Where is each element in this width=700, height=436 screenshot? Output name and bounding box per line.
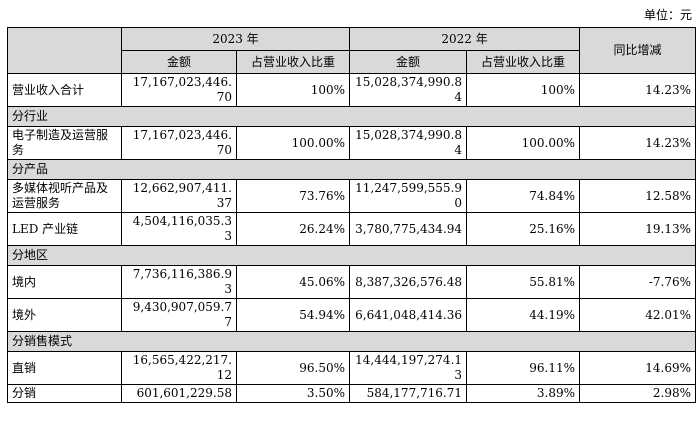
yoy-change: 12.58% bbox=[579, 179, 697, 213]
yoy-change: -7.76% bbox=[579, 265, 697, 299]
ratio-2023: 26.24% bbox=[235, 212, 351, 246]
header-amount-2022: 金额 bbox=[349, 50, 468, 74]
table-row: 分销 601,601,229.58 3.50% 584,177,716.71 3.89%… bbox=[7, 384, 697, 403]
header-ratio-2023: 占营业收入比重 bbox=[235, 50, 351, 74]
yoy-change: 42.01% bbox=[579, 298, 697, 332]
table-row: 境内 7,736,116,386.93 45.06% 8,387,326,576.48… bbox=[7, 265, 697, 299]
row-label: 境内 bbox=[7, 265, 122, 299]
table-row: LED 产业链 4,504,116,035.33 26.24% 3,780,775,4… bbox=[7, 212, 697, 246]
header-row-years: 2023 年 2022 年 同比增减 bbox=[7, 27, 697, 74]
section-row: 分地区 bbox=[6, 245, 697, 266]
header-2022: 2022 年 bbox=[349, 27, 581, 51]
yoy-change: 19.13% bbox=[579, 212, 697, 246]
row-label: 境外 bbox=[7, 298, 122, 332]
ratio-2023: 54.94% bbox=[235, 298, 351, 332]
amount-2023: 601,601,229.58 bbox=[121, 384, 237, 403]
ratio-2023: 96.50% bbox=[235, 351, 351, 385]
unit-label: 单位：元 bbox=[643, 8, 692, 22]
header-yoy: 同比增减 bbox=[579, 27, 697, 74]
section-label: 分行业 bbox=[6, 106, 697, 127]
section-label: 分地区 bbox=[6, 245, 697, 266]
section-row: 分产品 bbox=[6, 159, 697, 180]
ratio-2023: 3.50% bbox=[235, 384, 351, 403]
amount-2023: 9,430,907,059.77 bbox=[121, 298, 237, 332]
row-label: LED 产业链 bbox=[7, 212, 122, 246]
amount-2022: 15,028,374,990.84 bbox=[349, 73, 468, 107]
ratio-2023: 100.00% bbox=[235, 126, 351, 160]
ratio-2022: 3.89% bbox=[466, 384, 581, 403]
section-row: 分行业 bbox=[6, 106, 697, 127]
amount-2023: 4,504,116,035.33 bbox=[121, 212, 237, 246]
ratio-2023: 45.06% bbox=[235, 265, 351, 299]
amount-2023: 16,565,422,217.12 bbox=[121, 351, 237, 385]
table-row: 电子制造及运营服务 17,167,023,446.70 100.00% 15,028,… bbox=[7, 126, 697, 160]
amount-2023: 17,167,023,446.70 bbox=[121, 73, 237, 107]
ratio-2022: 100.00% bbox=[466, 126, 581, 160]
table-row: 境外 9,430,907,059.77 54.94% 6,641,048,414.36… bbox=[7, 298, 697, 332]
header-corner bbox=[7, 27, 122, 74]
table-row: 直销 16,565,422,217.12 96.50% 14,444,197,274.… bbox=[7, 351, 697, 385]
yoy-change: 14.23% bbox=[579, 73, 697, 107]
row-label: 分销 bbox=[7, 384, 122, 403]
table-row: 营业收入合计 17,167,023,446.70 100% 15,028,374,99… bbox=[7, 73, 697, 107]
ratio-2023: 100% bbox=[235, 73, 351, 107]
amount-2022: 15,028,374,990.84 bbox=[349, 126, 468, 160]
amount-2023: 7,736,116,386.93 bbox=[121, 265, 237, 299]
row-label: 营业收入合计 bbox=[7, 73, 122, 107]
ratio-2023: 73.76% bbox=[235, 179, 351, 213]
amount-2022: 6,641,048,414.36 bbox=[349, 298, 468, 332]
row-label: 直销 bbox=[7, 351, 122, 385]
ratio-2022: 55.81% bbox=[466, 265, 581, 299]
header-row-sub: 金额 占营业收入比重 金额 占营业收入比重 bbox=[8, 50, 696, 74]
section-label: 分产品 bbox=[6, 159, 697, 180]
ratio-2022: 44.19% bbox=[466, 298, 581, 332]
table-row: 多媒体视听产品及运营服务 12,662,907,411.37 73.76% 11,24… bbox=[7, 179, 697, 213]
ratio-2022: 100% bbox=[466, 73, 581, 107]
revenue-breakdown-table: 2023 年 2022 年 同比增减 金额 占营业收入比重 金额 占营业收入比重… bbox=[6, 27, 697, 403]
section-label: 分销售模式 bbox=[6, 331, 697, 352]
amount-2022: 3,780,775,434.94 bbox=[349, 212, 468, 246]
ratio-2022: 25.16% bbox=[466, 212, 581, 246]
yoy-change: 14.69% bbox=[579, 351, 697, 385]
row-label: 多媒体视听产品及运营服务 bbox=[7, 179, 122, 213]
amount-2022: 14,444,197,274.13 bbox=[349, 351, 468, 385]
amount-2023: 17,167,023,446.70 bbox=[121, 126, 237, 160]
row-label: 电子制造及运营服务 bbox=[7, 126, 122, 160]
header-amount-2023: 金额 bbox=[121, 50, 237, 74]
ratio-2022: 96.11% bbox=[466, 351, 581, 385]
yoy-change: 2.98% bbox=[579, 384, 697, 403]
ratio-2022: 74.84% bbox=[466, 179, 581, 213]
section-row: 分销售模式 bbox=[6, 331, 697, 352]
amount-2022: 8,387,326,576.48 bbox=[349, 265, 468, 299]
header-ratio-2022: 占营业收入比重 bbox=[466, 50, 581, 74]
table-body: 营业收入合计 17,167,023,446.70 100% 15,028,374,99… bbox=[6, 73, 697, 403]
amount-2022: 584,177,716.71 bbox=[349, 384, 468, 403]
yoy-change: 14.23% bbox=[579, 126, 697, 160]
amount-2023: 12,662,907,411.37 bbox=[121, 179, 237, 213]
amount-2022: 11,247,599,555.90 bbox=[349, 179, 468, 213]
header-2023: 2023 年 bbox=[120, 27, 351, 51]
